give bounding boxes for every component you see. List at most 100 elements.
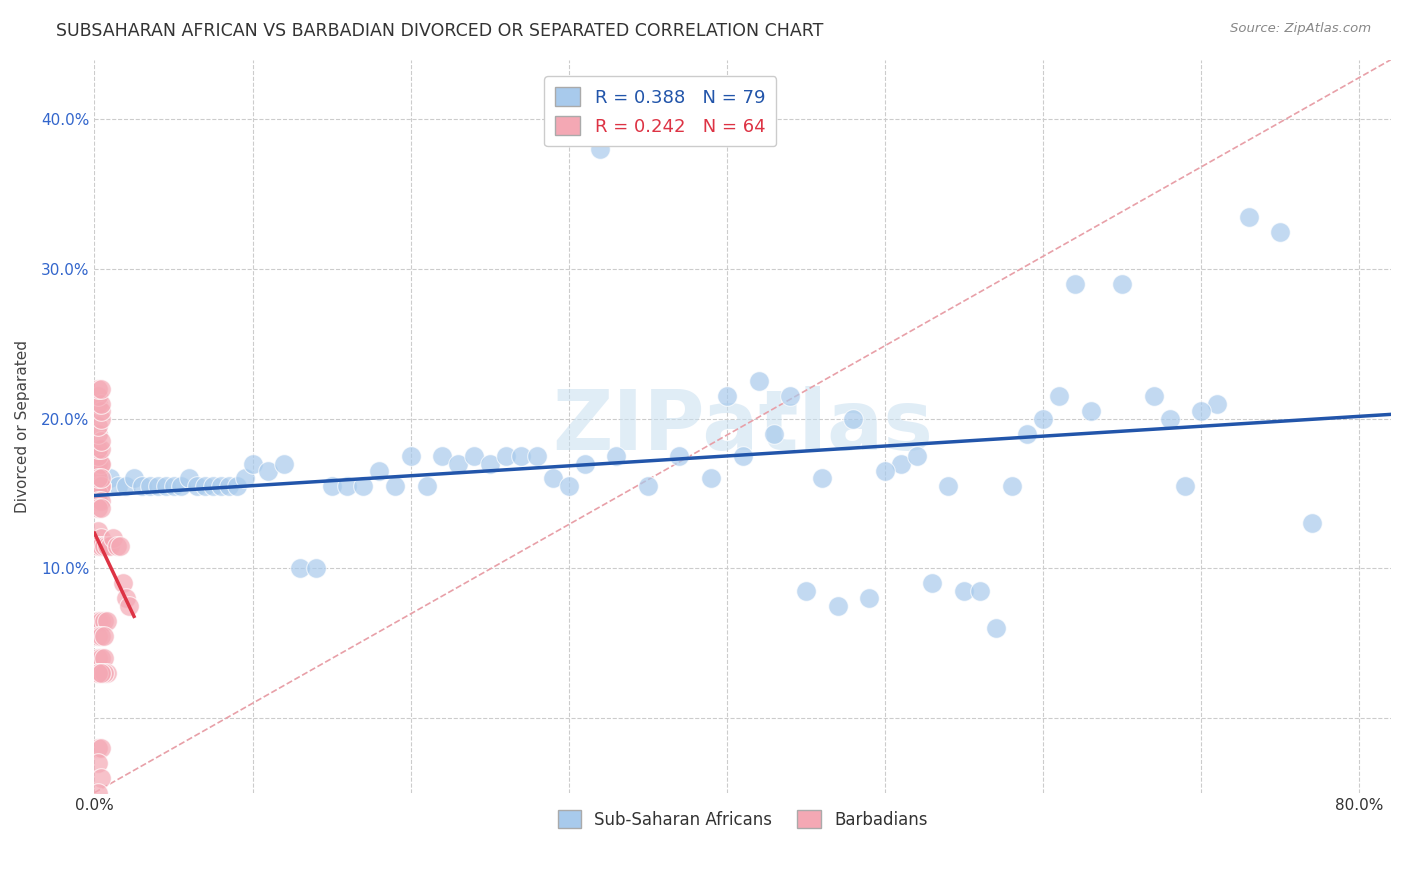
- Point: [1143, 389, 1166, 403]
- Point: [93, 629, 115, 643]
- Point: [93, 614, 115, 628]
- Point: [93, 539, 115, 553]
- Point: [1111, 277, 1133, 291]
- Point: [90, 539, 112, 553]
- Y-axis label: Divorced or Separated: Divorced or Separated: [15, 340, 30, 513]
- Point: [1270, 225, 1292, 239]
- Point: [86, 756, 108, 770]
- Point: [139, 479, 162, 493]
- Point: [179, 471, 201, 485]
- Point: [86, 457, 108, 471]
- Point: [90, 442, 112, 456]
- Point: [1237, 210, 1260, 224]
- Point: [748, 374, 770, 388]
- Point: [90, 665, 112, 680]
- Point: [336, 479, 359, 493]
- Text: Source: ZipAtlas.com: Source: ZipAtlas.com: [1230, 22, 1371, 36]
- Point: [1301, 516, 1323, 531]
- Point: [1159, 411, 1181, 425]
- Point: [98, 539, 121, 553]
- Point: [1189, 404, 1212, 418]
- Point: [90, 494, 112, 508]
- Point: [90, 479, 112, 493]
- Point: [510, 449, 533, 463]
- Point: [194, 479, 217, 493]
- Point: [209, 479, 232, 493]
- Point: [90, 501, 112, 516]
- Point: [105, 539, 128, 553]
- Point: [90, 411, 112, 425]
- Point: [574, 457, 596, 471]
- Point: [90, 740, 112, 755]
- Point: [90, 397, 112, 411]
- Point: [384, 479, 406, 493]
- Point: [86, 501, 108, 516]
- Point: [763, 426, 786, 441]
- Point: [90, 665, 112, 680]
- Point: [86, 471, 108, 485]
- Point: [273, 457, 295, 471]
- Point: [1206, 397, 1229, 411]
- Point: [558, 479, 581, 493]
- Point: [107, 479, 129, 493]
- Point: [90, 614, 112, 628]
- Point: [953, 583, 976, 598]
- Point: [162, 479, 184, 493]
- Point: [86, 479, 108, 493]
- Point: [668, 449, 690, 463]
- Point: [86, 665, 108, 680]
- Point: [1063, 277, 1085, 291]
- Point: [155, 479, 177, 493]
- Point: [1047, 389, 1070, 403]
- Point: [716, 389, 738, 403]
- Point: [842, 411, 865, 425]
- Point: [90, 479, 112, 493]
- Point: [86, 740, 108, 755]
- Point: [90, 651, 112, 665]
- Point: [122, 471, 145, 485]
- Point: [118, 599, 141, 613]
- Point: [96, 539, 118, 553]
- Point: [936, 479, 959, 493]
- Point: [202, 479, 225, 493]
- Point: [605, 449, 627, 463]
- Point: [90, 771, 112, 785]
- Point: [146, 479, 169, 493]
- Point: [86, 464, 108, 478]
- Point: [86, 665, 108, 680]
- Point: [86, 419, 108, 434]
- Point: [86, 479, 108, 493]
- Point: [108, 539, 131, 553]
- Point: [463, 449, 485, 463]
- Point: [905, 449, 928, 463]
- Point: [541, 471, 564, 485]
- Point: [90, 382, 112, 396]
- Point: [700, 471, 723, 485]
- Point: [415, 479, 437, 493]
- Point: [86, 494, 108, 508]
- Point: [98, 471, 121, 485]
- Point: [810, 471, 832, 485]
- Text: ZIPatlas: ZIPatlas: [553, 385, 934, 467]
- Point: [368, 464, 391, 478]
- Point: [827, 599, 849, 613]
- Legend: Sub-Saharan Africans, Barbadians: Sub-Saharan Africans, Barbadians: [551, 804, 935, 836]
- Point: [86, 614, 108, 628]
- Point: [186, 479, 208, 493]
- Point: [90, 404, 112, 418]
- Point: [288, 561, 311, 575]
- Point: [86, 449, 108, 463]
- Point: [1032, 411, 1054, 425]
- Point: [90, 457, 112, 471]
- Point: [90, 479, 112, 493]
- Point: [495, 449, 517, 463]
- Point: [103, 532, 125, 546]
- Point: [779, 389, 801, 403]
- Point: [526, 449, 548, 463]
- Point: [86, 651, 108, 665]
- Point: [257, 464, 280, 478]
- Point: [794, 583, 817, 598]
- Point: [111, 576, 134, 591]
- Point: [86, 382, 108, 396]
- Point: [225, 479, 247, 493]
